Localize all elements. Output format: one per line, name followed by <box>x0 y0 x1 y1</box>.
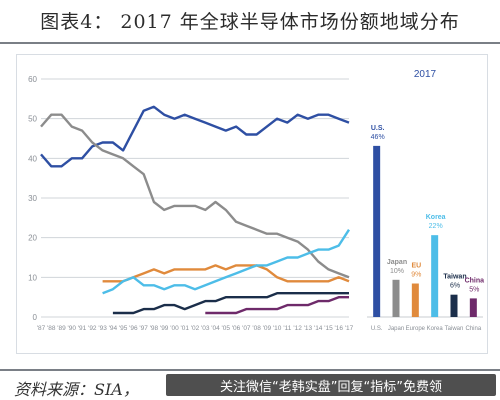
y-tick-label: 20 <box>28 234 37 243</box>
top-rule <box>0 42 500 44</box>
x-tick-label: '10 <box>273 325 282 332</box>
x-tick-label: '88 <box>47 325 56 332</box>
bar-korea <box>431 235 439 317</box>
x-tick-label: '05 <box>222 325 231 332</box>
figure-title: 图表4： 2017 年全球半导体市场份额地域分布 <box>40 10 460 33</box>
y-tick-label: 0 <box>33 313 38 322</box>
bar-name-label: China <box>465 277 485 284</box>
x-tick-label: '93 <box>98 325 107 332</box>
y-tick-label: 30 <box>28 194 37 203</box>
x-tick-label: '01 <box>180 325 189 332</box>
y-tick-label: 50 <box>28 115 37 124</box>
x-tick-label: '89 <box>57 325 66 332</box>
x-tick-label: '92 <box>88 325 97 332</box>
bar-china <box>469 298 477 317</box>
chart-panel: 0 10 20 30 40 50 60 '87'88'89'90'91'92'93'94'95… <box>16 54 488 354</box>
x-tick-label: '00 <box>170 325 179 332</box>
x-tick-label: '97 <box>139 325 148 332</box>
series-line-china <box>205 296 349 315</box>
bar-name-label: EU <box>411 263 421 270</box>
series-line-korea <box>102 229 351 295</box>
bar-name-label: Korea <box>426 214 446 221</box>
bar-value-label: 46% <box>371 134 385 141</box>
x-tick-label: '98 <box>150 325 159 332</box>
bar-category-label: Europe <box>406 326 426 332</box>
bottom-rule <box>0 369 500 371</box>
x-tick-label: '96 <box>129 325 138 332</box>
figure-footer: 资料来源：SIA， 关注微信“老韩实盘”回复“指标”免费领 <box>0 372 500 400</box>
bar-value-label: 5% <box>469 286 479 293</box>
figure-header: 图表4： 2017 年全球半导体市场份额地域分布 <box>0 0 500 40</box>
series-line-japan <box>40 113 350 279</box>
series-line-europe <box>102 264 350 283</box>
x-tick-label: '02 <box>191 325 200 332</box>
x-tick-label: '09 <box>263 325 272 332</box>
x-tick-label: '94 <box>109 325 118 332</box>
bar-chart-title: 2017 <box>414 69 437 80</box>
bar-category-label: Taiwan <box>445 326 464 332</box>
x-tick-label: '15 <box>324 325 333 332</box>
promo-banner: 关注微信“老韩实盘”回复“指标”免费领 <box>166 374 496 396</box>
bar-name-label: U.S. <box>371 125 385 132</box>
y-tick-label: 40 <box>28 154 37 163</box>
x-tick-label: '03 <box>201 325 210 332</box>
x-tick-label: '91 <box>78 325 87 332</box>
x-tick-label: '07 <box>242 325 251 332</box>
bar-value-label: 6% <box>450 283 460 290</box>
bar-value-label: 9% <box>411 272 421 279</box>
bar-europe <box>411 283 419 317</box>
bar-value-label: 22% <box>429 223 443 230</box>
x-tick-label: '90 <box>68 325 77 332</box>
bar-japan <box>392 279 400 317</box>
bar-taiwan <box>450 294 458 317</box>
y-tick-label: 60 <box>28 75 37 84</box>
x-tick-label: '11 <box>283 325 291 332</box>
x-tick-label: '99 <box>160 325 169 332</box>
bar-category-label: China <box>465 326 481 332</box>
x-tick-label: '14 <box>314 325 323 332</box>
bar-value-label: 10% <box>390 268 404 275</box>
bar-category-label: U.S. <box>371 326 383 332</box>
bar-us <box>373 145 381 317</box>
source-note: 资料来源：SIA， <box>14 380 139 399</box>
x-tick-label: '16 <box>334 325 343 332</box>
bar-category-label: Korea <box>427 326 444 332</box>
x-tick-label: '95 <box>119 325 128 332</box>
bar-name-label: Taiwan <box>443 274 466 281</box>
series-line-us <box>40 105 350 168</box>
x-tick-label: '17 <box>345 325 354 332</box>
chart-svg: 0 10 20 30 40 50 60 '87'88'89'90'91'92'93'94'95… <box>28 69 485 332</box>
series-line-taiwan <box>112 292 349 315</box>
x-tick-label: '13 <box>304 325 313 332</box>
x-tick-label: '12 <box>293 325 302 332</box>
x-tick-label: '87 <box>37 325 46 332</box>
y-tick-label: 10 <box>28 273 37 282</box>
x-tick-label: '04 <box>211 325 220 332</box>
bar-name-label: Japan <box>387 259 407 266</box>
x-tick-label: '08 <box>252 325 261 332</box>
x-tick-label: '06 <box>232 325 241 332</box>
bar-category-label: Japan <box>388 326 404 332</box>
